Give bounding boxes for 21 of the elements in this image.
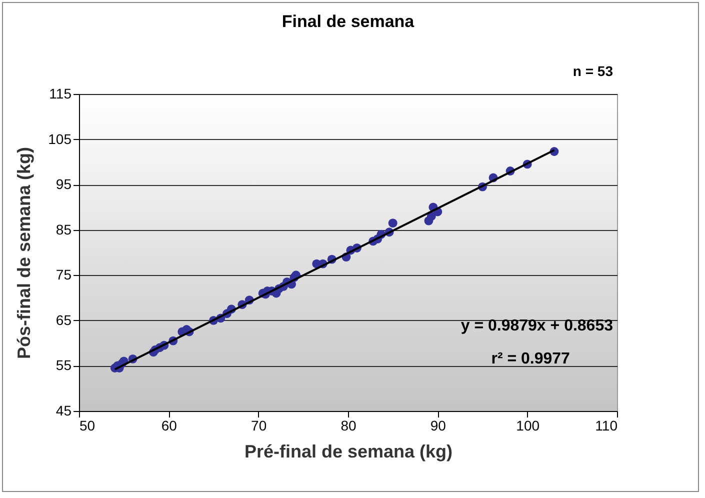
- y-tick-label: 45: [56, 402, 72, 418]
- y-tick-label: 75: [56, 266, 72, 283]
- x-tick-label: 110: [595, 418, 618, 434]
- x-axis-title: Pré-final de semana (kg): [244, 442, 453, 462]
- x-tick-label: 90: [430, 418, 446, 434]
- annotation: y = 0.9879x + 0.8653: [460, 317, 614, 334]
- text: n = 53: [572, 63, 614, 79]
- annotation: r² = 0.9977: [491, 350, 570, 368]
- y-tick-label: 105: [48, 130, 72, 147]
- y-tick-label: 65: [56, 312, 72, 328]
- y-tick-label: 55: [56, 357, 72, 374]
- x-tick-label: 50: [80, 418, 96, 434]
- y-axis-title: Pós-final de semana (kg): [14, 146, 34, 360]
- x-tick-label: 80: [340, 418, 356, 434]
- x-tick-label: 70: [251, 418, 267, 434]
- y-tick-label: 115: [49, 86, 72, 102]
- chart-title: Final de semana: [282, 12, 415, 31]
- y-tick-label: 85: [56, 221, 72, 238]
- x-tick-label: 100: [516, 418, 540, 434]
- x-tick-label: 60: [161, 418, 178, 434]
- y-tick-label: 95: [56, 176, 72, 192]
